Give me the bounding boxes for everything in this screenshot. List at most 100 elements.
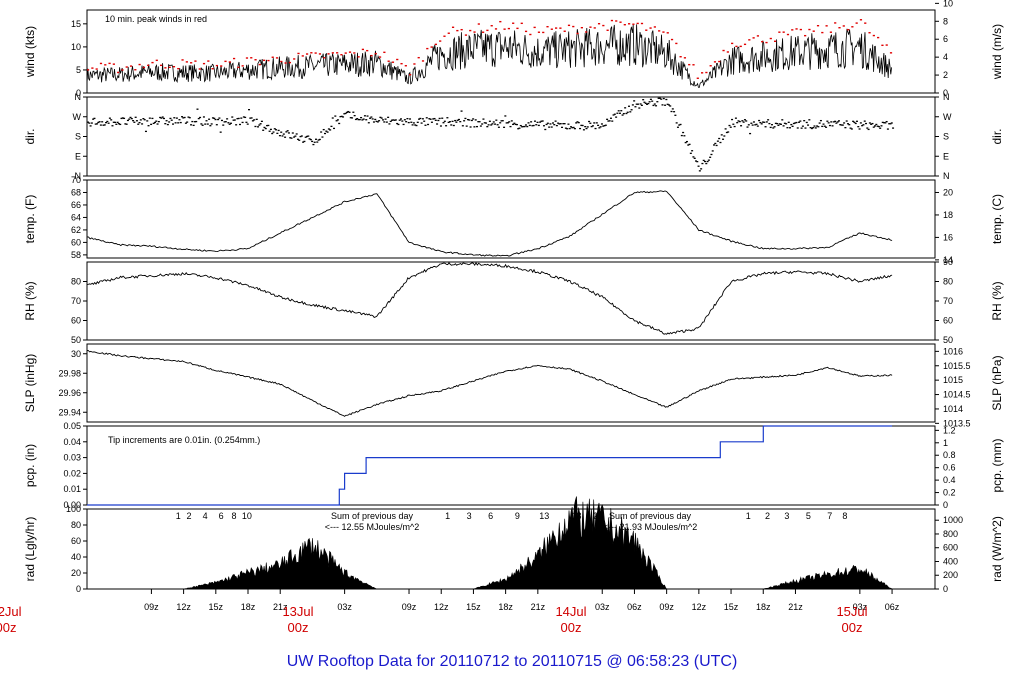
dir-point-499: [729, 126, 732, 128]
ytick-label-right-3-2: 70: [943, 296, 953, 306]
dir-point-588: [844, 127, 847, 129]
dir-point-578: [831, 125, 834, 127]
trace-temperature: [86, 190, 893, 257]
dir-point-61: [165, 120, 168, 122]
dir-point-122: [244, 116, 247, 119]
dir-point-25: [119, 123, 122, 126]
dir-point-475: [698, 170, 701, 172]
dir-point-6: [94, 123, 97, 125]
wind-peak-mark-13: [142, 66, 146, 69]
dir-point-155: [286, 130, 289, 132]
dir-point-541: [783, 122, 786, 124]
ytick-label-right-2-0: 14: [943, 255, 953, 265]
dir-point-455: [673, 111, 676, 113]
dir-point-243: [400, 118, 403, 120]
ytick-label-left-1-2: S: [75, 132, 81, 142]
dir-point-330: [512, 123, 515, 126]
wind-peak-mark-97: [503, 28, 506, 30]
dir-point-551: [796, 127, 799, 129]
dir-point-586: [841, 124, 844, 126]
dir-point-552: [798, 121, 801, 123]
dir-point-287: [456, 119, 459, 121]
wind-peak-mark-85: [451, 26, 455, 28]
dir-point-95: [209, 125, 212, 127]
dir-point-582: [836, 121, 839, 123]
dir-point-447: [662, 97, 665, 100]
wind-peak-mark-56: [327, 53, 330, 55]
dir-point-77: [186, 121, 189, 123]
dir-point-353: [541, 120, 544, 122]
dir-point-439: [652, 104, 655, 107]
dir-point-194: [336, 119, 339, 121]
dir-point-377: [572, 126, 575, 129]
dir-point-64: [169, 117, 172, 120]
dir-point-352: [540, 120, 543, 122]
dir-point-30: [125, 123, 128, 125]
wind-peak-mark-141: [692, 64, 695, 66]
wind-peak-mark-38: [250, 57, 253, 59]
ylabel-left-2: temp. (F): [23, 195, 37, 244]
dir-point-550: [795, 121, 798, 124]
dir-point-85: [196, 108, 199, 110]
wind-peak-mark-116: [585, 31, 588, 33]
ytick-label-right-4-1: 1014: [943, 404, 963, 414]
xtick-label-4: 21z: [273, 602, 288, 612]
dir-point-383: [580, 124, 583, 127]
wind-peak-mark-82: [439, 40, 442, 42]
dir-point-420: [628, 105, 631, 107]
dir-point-397: [598, 127, 601, 129]
dir-point-289: [459, 121, 462, 123]
ytick-label-right-1-3: W: [943, 112, 952, 122]
wind-peak-mark-127: [632, 23, 635, 25]
dir-point-388: [586, 126, 589, 128]
ylabel-left-3: RH (%): [23, 281, 37, 320]
dir-point-493: [722, 138, 725, 140]
dir-point-327: [508, 121, 511, 123]
dir-point-319: [497, 126, 500, 128]
dir-point-584: [839, 124, 842, 126]
dir-point-265: [428, 118, 431, 120]
dir-point-63: [168, 121, 171, 123]
dir-point-371: [564, 127, 567, 129]
wind-peak-mark-160: [773, 40, 777, 42]
dir-point-381: [577, 121, 580, 124]
wind-peak-mark-41: [263, 59, 266, 62]
dir-point-223: [374, 118, 377, 121]
ylabel-left-6: rad (Lgly/hr): [23, 517, 37, 582]
ylabel-right-2: temp. (C): [990, 194, 1004, 244]
dir-point-537: [778, 123, 781, 125]
ytick-label-right-1-4: N: [943, 92, 950, 102]
wind-peak-mark-169: [812, 30, 815, 32]
dir-point-322: [501, 120, 504, 122]
dir-point-118: [238, 123, 241, 126]
dir-point-460: [679, 123, 682, 126]
ytick-label-left-0-1: 5: [76, 65, 81, 75]
dir-point-215: [363, 115, 366, 117]
dir-point-592: [849, 127, 852, 129]
dir-point-138: [264, 127, 267, 130]
dir-point-290: [460, 110, 463, 112]
dir-point-386: [584, 125, 587, 128]
wind-peak-mark-158: [765, 41, 768, 44]
trace-humidity: [86, 261, 893, 335]
dir-point-183: [322, 128, 325, 131]
dir-point-321: [500, 120, 503, 122]
hour-mark-2-4: 7: [827, 511, 832, 521]
wind-peak-mark-79: [426, 47, 429, 50]
dir-point-302: [476, 125, 479, 128]
dir-point-462: [682, 131, 685, 134]
dir-point-451: [667, 104, 670, 106]
dir-point-387: [585, 127, 588, 130]
ylabel-left-5: pcp. (in): [23, 444, 37, 487]
wind-peak-mark-145: [709, 65, 712, 67]
dir-point-513: [747, 124, 750, 126]
radiation-summary-title-1: Sum of previous day: [609, 511, 692, 521]
dir-point-29: [124, 123, 127, 125]
dir-point-86: [197, 117, 200, 120]
dir-point-220: [370, 116, 373, 118]
dir-point-34: [130, 117, 133, 120]
dir-point-571: [822, 123, 825, 125]
dir-point-73: [181, 116, 184, 118]
dir-point-80: [190, 124, 193, 126]
wind-peak-mark-6: [112, 63, 115, 65]
